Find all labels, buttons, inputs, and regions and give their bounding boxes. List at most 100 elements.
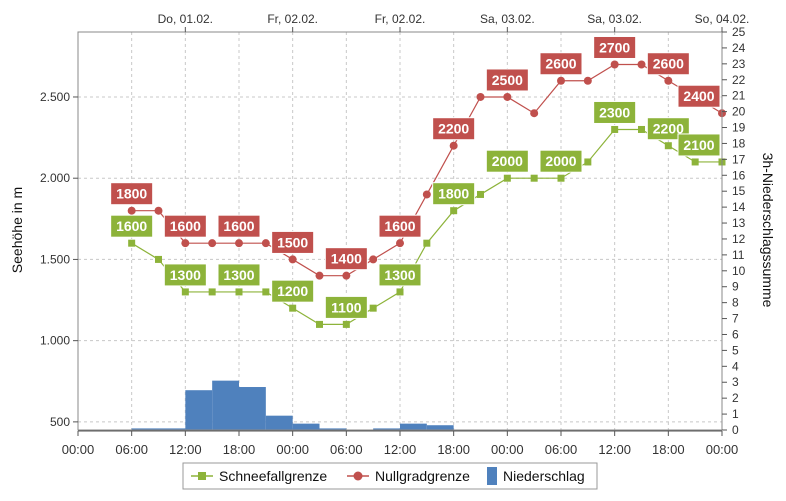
snowline-marker (450, 207, 458, 215)
freezing-level-marker (583, 76, 592, 85)
freezing-level-marker (181, 239, 190, 248)
freezing-level-marker (664, 76, 673, 85)
x-bottom-tick-label: 18:00 (223, 442, 256, 457)
data-label: 1800 (116, 186, 147, 202)
snowline-marker (477, 190, 484, 198)
freezing-level-marker (127, 206, 136, 215)
x-top-tick-label: Do, 01.02. (158, 12, 213, 26)
data-label-box (432, 182, 476, 206)
data-label-box (485, 68, 529, 92)
data-label: 2600 (545, 56, 576, 72)
x-top-tick-label: Fr, 02.02. (375, 12, 426, 26)
precipitation-bar (400, 423, 427, 430)
data-label: 2100 (683, 137, 714, 153)
snowline-marker (557, 174, 565, 182)
data-label: 1300 (170, 267, 201, 283)
data-label: 1600 (116, 218, 147, 234)
y-right-tick-label: 7 (732, 312, 739, 326)
data-label: 2600 (653, 56, 684, 72)
x-top-tick-label: Sa, 03.02. (480, 12, 535, 26)
y-right-tick-label: 18 (732, 136, 746, 150)
data-label-box (677, 133, 721, 157)
precipitation-bar (426, 425, 454, 430)
snowline-marker (691, 158, 699, 166)
data-label-box (324, 295, 368, 319)
y-left-tick-label: 2.000 (40, 171, 70, 185)
x-bottom-tick-label: 06:00 (545, 442, 578, 457)
data-label: 2200 (653, 121, 684, 137)
snowline-marker (530, 174, 538, 182)
freezing-level-marker (449, 141, 458, 150)
y-right-tick-label: 9 (732, 280, 739, 294)
freezing-level-marker (610, 60, 619, 69)
data-labels: 1600 1300 1300 1200 1100 1300 1800 2000 2000 2300… (110, 35, 721, 319)
data-label-box (646, 52, 690, 76)
y-left-tick-label: 1.500 (40, 252, 70, 266)
data-label-box (271, 230, 315, 254)
precipitation-bars (131, 380, 454, 430)
x-bottom-tick-label: 12:00 (384, 442, 417, 457)
freezing-level-marker (208, 239, 217, 248)
y-right-tick-label: 21 (732, 89, 746, 103)
freezing-level-marker (637, 60, 646, 69)
precipitation-bar (373, 428, 400, 430)
legend-freezing-marker (353, 471, 363, 481)
y-right-tick-label: 23 (732, 57, 746, 71)
freezing-level-marker (288, 255, 297, 264)
y-right-tick-label: 3 (732, 375, 739, 389)
freezing-level-marker (369, 255, 378, 264)
data-label-box (378, 214, 422, 238)
y-left-tick-label: 2.500 (40, 90, 70, 104)
x-bottom-tick-label: 00:00 (276, 442, 309, 457)
data-label-box (324, 247, 368, 271)
y-right-tick-label: 2 (732, 391, 739, 405)
data-label-box (378, 263, 422, 287)
precipitation-bar (239, 387, 266, 430)
y-right-tick-label: 19 (732, 121, 746, 135)
freezing-level-marker (315, 271, 324, 280)
snowline-marker (289, 304, 297, 312)
freezing-level-marker (476, 92, 485, 101)
legend-label: Niederschlag (503, 468, 585, 484)
x-top-tick-label: Sa, 03.02. (587, 12, 642, 26)
snowline-marker (611, 125, 619, 133)
freezing-level-marker (503, 92, 512, 101)
data-label-box (163, 214, 207, 238)
x-top-tick-label: Fr, 02.02. (267, 12, 318, 26)
snowline-marker (235, 288, 243, 296)
y-right-tick-label: 13 (732, 216, 746, 230)
snowline-marker (664, 142, 672, 150)
data-label: 2400 (683, 88, 714, 104)
snowline-marker (316, 320, 323, 328)
y-right-axis-title: 3h-Niederschlagssumme (760, 153, 776, 308)
y-right-tick-label: 11 (732, 248, 745, 262)
data-label-box (539, 52, 583, 76)
precipitation-bar (158, 428, 186, 430)
y-right-tick-label: 10 (732, 264, 746, 278)
series-lines (127, 60, 726, 328)
legend-precipitation-swatch (487, 467, 497, 485)
x-bottom-tick-label: 18:00 (437, 442, 470, 457)
snowline-marker (262, 288, 270, 296)
snowline-marker (369, 304, 377, 312)
precipitation-bar (131, 428, 159, 430)
data-label: 2700 (599, 39, 630, 55)
x-bottom-tick-label: 06:00 (115, 442, 148, 457)
x-top-tick-label: So, 04.02. (695, 12, 750, 26)
data-label: 2000 (545, 153, 576, 169)
y-left-axis-title: Seehöhe in m (9, 187, 25, 273)
y-left-tick-label: 500 (50, 415, 70, 429)
data-label: 1100 (331, 299, 362, 315)
data-label: 1300 (384, 267, 415, 283)
snowline-marker (638, 125, 645, 133)
data-label: 1600 (223, 218, 254, 234)
data-label-box (271, 279, 315, 303)
y-right-tick-label: 8 (732, 296, 739, 310)
y-right-tick-label: 15 (732, 184, 746, 198)
data-label-box (217, 263, 261, 287)
legend-label: Nullgradgrenze (375, 468, 470, 484)
x-bottom-tick-label: 00:00 (706, 442, 739, 457)
x-bottom-tick-label: 12:00 (598, 442, 631, 457)
x-bottom-tick-label: 06:00 (330, 442, 363, 457)
